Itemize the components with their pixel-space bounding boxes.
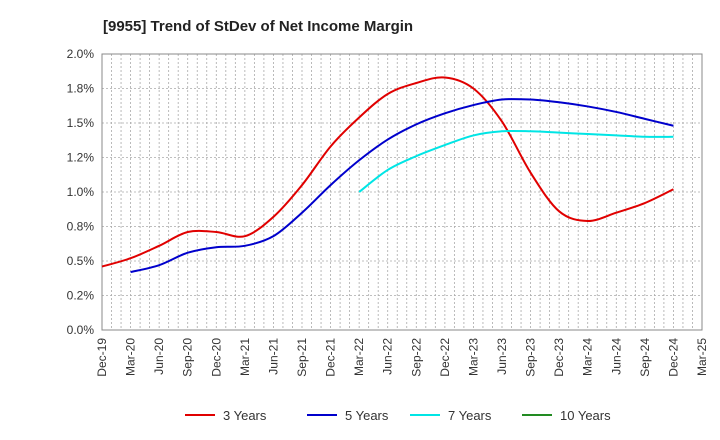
- legend-label-4: 10 Years: [560, 408, 611, 423]
- y-tick-label: 2.0%: [67, 47, 95, 61]
- x-tick-label: Mar-20: [124, 338, 138, 376]
- grid: [101, 53, 703, 331]
- x-tick-label: Jun-21: [266, 338, 280, 375]
- x-tick-label: Sep-20: [181, 338, 195, 377]
- x-tick-label: Dec-22: [438, 338, 452, 377]
- y-tick-label: 1.8%: [67, 82, 95, 96]
- legend: 3 Years 5 Years 7 Years 10 Years: [185, 408, 611, 423]
- series-line-2: [130, 98, 674, 274]
- x-tick-label: Dec-24: [666, 338, 680, 377]
- x-tick-label: Mar-24: [581, 338, 595, 376]
- x-tick-label: Jun-22: [381, 338, 395, 375]
- x-tick-label: Mar-23: [466, 338, 480, 376]
- y-tick-label: 1.0%: [67, 185, 95, 199]
- x-tick-label: Dec-20: [209, 338, 223, 377]
- x-tick-label: Jun-23: [495, 338, 509, 375]
- y-tick-label: 0.5%: [67, 254, 95, 268]
- series-line-1: [101, 76, 674, 268]
- x-tick-label: Dec-23: [552, 338, 566, 377]
- legend-label-3: 7 Years: [448, 408, 492, 423]
- x-tick-label: Sep-21: [295, 338, 309, 377]
- series-line-3: [358, 129, 674, 193]
- chart-title: [9955] Trend of StDev of Net Income Marg…: [103, 18, 413, 35]
- y-tick-label: 0.8%: [67, 220, 95, 234]
- y-axis: 0.0% 0.2% 0.5% 0.8% 1.0% 1.2% 1.5% 1.8% 2.0%: [67, 47, 95, 337]
- x-tick-label: Sep-24: [638, 338, 652, 377]
- x-tick-label: Jun-20: [152, 338, 166, 375]
- x-tick-label: Mar-25: [695, 338, 709, 376]
- x-tick-label: Mar-21: [238, 338, 252, 376]
- x-axis: Dec-19 Mar-20 Jun-20 Sep-20 Dec-20 Mar-21 Jun-…: [95, 338, 709, 377]
- x-tick-label: Sep-23: [524, 338, 538, 377]
- y-tick-label: 0.2%: [67, 289, 95, 303]
- x-tick-label: Mar-22: [352, 338, 366, 376]
- y-tick-label: 1.5%: [67, 116, 95, 130]
- legend-label-1: 3 Years: [223, 408, 267, 423]
- legend-label-2: 5 Years: [345, 408, 389, 423]
- plot-frame: [101, 53, 703, 331]
- x-tick-label: Jun-24: [609, 338, 623, 375]
- x-tick-label: Dec-19: [95, 338, 109, 377]
- x-tick-label: Sep-22: [409, 338, 423, 377]
- y-tick-label: 1.2%: [67, 151, 95, 165]
- x-tick-label: Dec-21: [324, 338, 338, 377]
- y-tick-label: 0.0%: [67, 323, 95, 337]
- series-lines: [101, 76, 674, 274]
